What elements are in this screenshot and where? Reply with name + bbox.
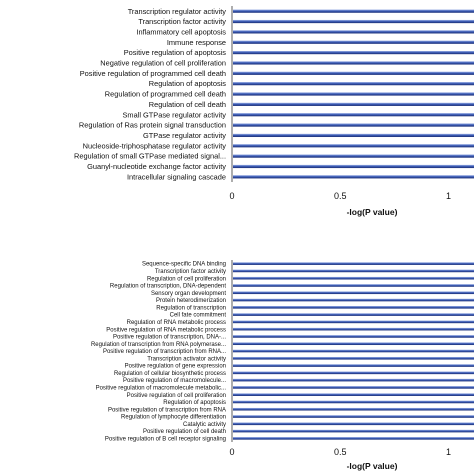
bottom-category-label: Transcription factor activity <box>155 269 226 275</box>
bottom-x-axis-label: -log(P value) <box>347 461 398 471</box>
bottom-bar <box>233 342 474 346</box>
bottom-category-label: Positive regulation of RNA metabolic pro… <box>106 327 226 333</box>
top-category-label: Regulation of programmed cell death <box>105 90 226 99</box>
bottom-bar <box>233 320 474 324</box>
bottom-bar <box>233 393 474 396</box>
top-x-axis-label: -log(P value) <box>347 207 398 217</box>
bottom-bar <box>233 422 474 426</box>
top-x-tick-label: 0 <box>229 191 234 201</box>
top-category-label: Small GTPase regulator activity <box>122 110 226 119</box>
bottom-category-label: Sequence-specific DNA binding <box>142 262 226 268</box>
top-bar <box>233 50 474 55</box>
bottom-category-label: Positive regulation of macromolecule... <box>123 378 226 384</box>
top-bar <box>233 133 474 138</box>
bottom-bar <box>233 269 474 273</box>
top-category-label: Immune response <box>167 38 226 47</box>
top-category-label: Negative regulation of cell proliferatio… <box>100 59 226 68</box>
top-category-label: Positive regulation of apoptosis <box>124 48 227 57</box>
bottom-x-tick-label: 1 <box>446 447 451 457</box>
bottom-category-label: Regulation of RNA metabolic process <box>127 320 226 326</box>
bottom-category-label: Positive regulation of gene expression <box>125 364 226 370</box>
top-category-label: Nucleoside-triphosphatase regulator acti… <box>83 141 227 150</box>
top-bar <box>233 175 474 179</box>
bottom-bar <box>233 400 474 404</box>
bottom-x-tick-label: 0 <box>229 447 234 457</box>
bottom-bar <box>233 327 474 331</box>
top-category-label: GTPase regulator activity <box>143 131 226 140</box>
bottom-category-label: Positive regulation of macromolecule met… <box>96 386 227 392</box>
bottom-category-label: Catalytic activity <box>183 422 226 428</box>
top-category-label: Regulation of small GTPase mediated sign… <box>74 152 226 161</box>
top-category-label: Intracellular signaling cascade <box>127 172 226 181</box>
bottom-category-label: Regulation of transcription <box>156 305 226 311</box>
bottom-bar <box>233 298 474 302</box>
bottom-bar <box>233 415 474 418</box>
top-category-label: Positive regulation of programmed cell d… <box>80 69 226 78</box>
top-bar <box>233 123 474 127</box>
bottom-bar <box>233 349 474 353</box>
bottom-category-label: Regulation of cell proliferation <box>147 276 226 282</box>
bottom-x-tick-label: 0.5 <box>334 447 347 457</box>
top-bar <box>233 113 474 117</box>
top-bar <box>233 19 474 24</box>
top-bar <box>233 164 474 169</box>
top-bar <box>233 82 474 86</box>
bottom-category-label: Sensory organ development <box>151 291 226 297</box>
top-bar <box>233 9 474 13</box>
bottom-category-label: Regulation of transcription, DNA-depende… <box>110 284 226 290</box>
bottom-category-label: Cell fate commitment <box>170 313 227 319</box>
top-bar <box>233 30 474 34</box>
top-category-label: Transcription regulator activity <box>128 7 227 16</box>
bottom-category-label: Regulation of cellular biosynthetic proc… <box>114 371 226 377</box>
bottom-category-label: Positive regulation of transcription fro… <box>103 349 226 355</box>
top-category-label: Regulation of Ras protein signal transdu… <box>79 121 226 130</box>
top-bar <box>233 144 474 148</box>
chart-top: Transcription regulator activityTranscri… <box>74 6 474 217</box>
bottom-bar <box>233 335 474 338</box>
top-bar <box>233 71 474 75</box>
top-bar <box>233 92 474 96</box>
bottom-bar <box>233 356 474 360</box>
top-category-label: Transcription factor activity <box>138 17 226 26</box>
bottom-category-label: Positive regulation of cell death <box>143 429 226 435</box>
bottom-bar <box>233 291 474 295</box>
top-x-tick-label: 1 <box>446 191 451 201</box>
bottom-bar <box>233 306 474 309</box>
bottom-bar <box>233 378 474 382</box>
bottom-bar <box>233 262 474 265</box>
bottom-category-label: Positive regulation of transcription, DN… <box>113 335 226 341</box>
bottom-category-label: Protein heterodimerization <box>156 298 226 304</box>
bottom-bar <box>233 364 474 367</box>
bottom-category-label: Transcription activator activity <box>147 356 226 362</box>
bottom-bar <box>233 437 474 440</box>
top-bar <box>233 61 474 65</box>
top-bar <box>233 154 474 158</box>
top-x-tick-label: 0.5 <box>334 191 347 201</box>
bottom-category-label: Positive regulation of transcription fro… <box>108 407 226 413</box>
bottom-bar <box>233 429 474 433</box>
bottom-bar <box>233 313 474 316</box>
bottom-category-label: Regulation of lymphocyte differentiation <box>121 415 226 421</box>
bottom-category-label: Regulation of apoptosis <box>163 400 226 406</box>
bottom-bar <box>233 276 474 280</box>
top-category-label: Inflammatory cell apoptosis <box>136 27 226 36</box>
bottom-bar <box>233 371 474 375</box>
bottom-bar <box>233 407 474 411</box>
bottom-category-label: Positive regulation of cell proliferatio… <box>127 393 226 399</box>
bottom-bar <box>233 386 474 389</box>
top-category-label: Regulation of apoptosis <box>149 79 227 88</box>
top-bar <box>233 102 474 106</box>
bottom-bar <box>233 284 474 287</box>
top-bar <box>233 40 474 44</box>
bottom-category-label: Positive regulation of B cell receptor s… <box>105 436 226 442</box>
chart-bottom: Sequence-specific DNA bindingTranscripti… <box>91 260 474 471</box>
bottom-category-label: Regulation of transcription from RNA pol… <box>91 342 226 348</box>
top-category-label: Regulation of cell death <box>149 100 226 109</box>
top-category-label: Guanyl-nucleotide exchange factor activi… <box>87 162 226 171</box>
